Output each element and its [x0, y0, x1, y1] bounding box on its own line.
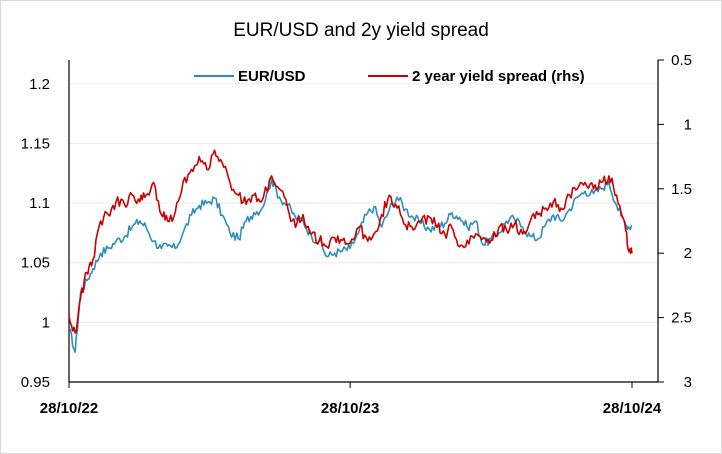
x-tick-label: 28/10/24: [603, 400, 662, 417]
chart-title: EUR/USD and 2y yield spread: [233, 20, 489, 41]
y-left-tick-label: 1.1: [29, 195, 50, 212]
series-lines: [68, 149, 633, 353]
series-line-eurusd: [68, 178, 633, 353]
y-right-tick-label: 1.5: [671, 181, 692, 198]
axes: 0.95 1 1.05 1.1 1.15 1.2 0.5 1 1.5 2 2.5 3 28/10/22 2…: [21, 52, 692, 417]
legend-label: EUR/USD: [238, 68, 306, 85]
legend-label: 2 year yield spread (rhs): [412, 68, 585, 85]
y-left-tick-label: 1.05: [21, 255, 50, 272]
gridlines: [69, 83, 658, 323]
y-right-tick-label: 2.5: [671, 310, 692, 327]
y-left-tick-label: 1.15: [21, 135, 50, 152]
y-right-tick-label: 0.5: [671, 52, 692, 69]
legend: EUR/USD 2 year yield spread (rhs): [194, 68, 585, 85]
y-right-tick-label: 2: [684, 245, 692, 262]
series-line-yield-spread: [68, 149, 633, 334]
y-left-tick-label: 1: [42, 314, 50, 331]
y-right-tick-label: 3: [684, 374, 692, 391]
y-right-tick-label: 1: [684, 116, 692, 133]
x-tick-label: 28/10/22: [40, 400, 98, 417]
y-left-tick-label: 1.2: [29, 76, 50, 93]
y-left-tick-label: 0.95: [21, 374, 50, 391]
x-tick-label: 28/10/23: [321, 400, 379, 417]
